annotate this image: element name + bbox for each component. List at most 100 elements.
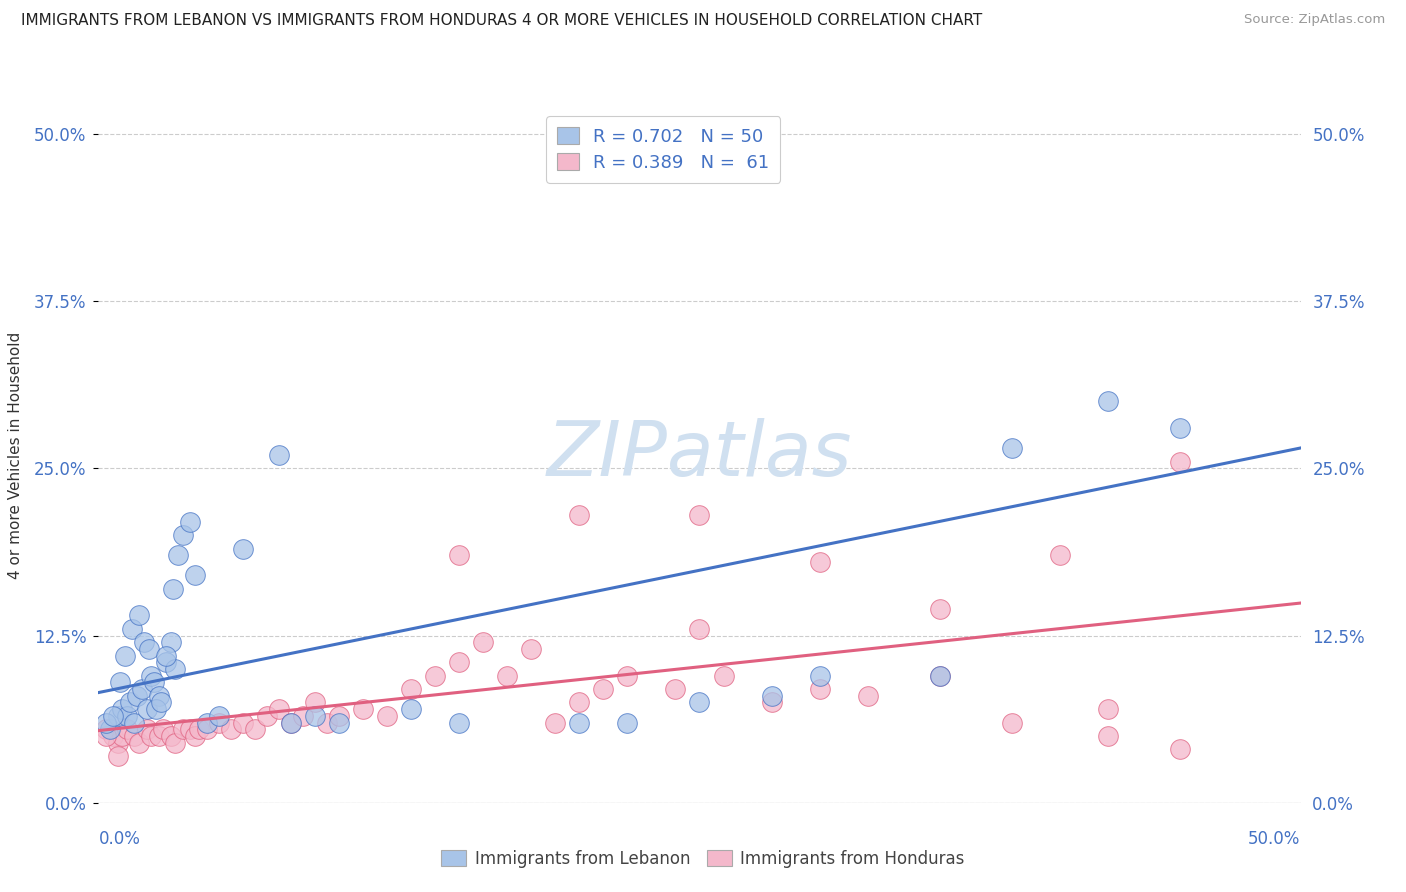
Point	[761, 696, 783, 710]
Point	[1170, 742, 1192, 756]
Point	[616, 669, 638, 683]
Point	[399, 681, 422, 696]
Point	[148, 729, 170, 743]
Point	[148, 689, 170, 703]
Point	[108, 675, 131, 690]
Point	[447, 655, 470, 669]
Point	[713, 669, 735, 683]
Point	[183, 729, 205, 743]
Point	[94, 715, 117, 730]
Point	[208, 708, 231, 723]
Point	[243, 723, 266, 737]
Point	[107, 749, 129, 764]
Point	[808, 555, 831, 569]
Point	[179, 723, 201, 737]
Point	[304, 696, 326, 710]
Point	[1170, 455, 1192, 469]
Point	[159, 729, 181, 743]
Point	[232, 541, 254, 556]
Point	[124, 715, 146, 730]
Point	[149, 696, 172, 710]
Point	[291, 708, 314, 723]
Point	[179, 515, 201, 529]
Point	[689, 622, 711, 636]
Point	[165, 735, 187, 749]
Point	[568, 696, 591, 710]
Point	[117, 708, 139, 723]
Point	[1001, 442, 1024, 456]
Point	[256, 708, 278, 723]
Point	[496, 669, 519, 683]
Point	[141, 729, 163, 743]
Point	[107, 708, 129, 723]
Point	[188, 723, 211, 737]
Point	[267, 702, 290, 716]
Point	[1001, 715, 1024, 730]
Point	[107, 735, 129, 749]
Point	[328, 708, 350, 723]
Point	[132, 635, 155, 649]
Point	[128, 735, 150, 749]
Point	[520, 642, 543, 657]
Point	[592, 681, 614, 696]
Point	[219, 723, 242, 737]
Text: ZIPatlas: ZIPatlas	[547, 418, 852, 491]
Point	[94, 723, 117, 737]
Point	[114, 648, 136, 663]
Point	[352, 702, 374, 716]
Point	[1097, 394, 1119, 409]
Point	[172, 528, 194, 542]
Point	[689, 696, 711, 710]
Point	[232, 715, 254, 730]
Point	[141, 669, 163, 683]
Point	[267, 448, 290, 462]
Point	[208, 715, 231, 730]
Point	[1049, 548, 1071, 563]
Point	[172, 723, 194, 737]
Point	[131, 681, 153, 696]
Point	[664, 681, 686, 696]
Point	[375, 708, 398, 723]
Point	[155, 648, 177, 663]
Point	[152, 723, 174, 737]
Point	[568, 508, 591, 523]
Point	[183, 568, 205, 582]
Point	[159, 635, 181, 649]
Point	[195, 715, 218, 730]
Point	[616, 715, 638, 730]
Text: 0.0%: 0.0%	[98, 830, 141, 847]
Point	[328, 715, 350, 730]
Point	[568, 715, 591, 730]
Point	[808, 669, 831, 683]
Point	[125, 689, 148, 703]
Point	[1097, 729, 1119, 743]
Point	[155, 655, 177, 669]
Point	[928, 669, 950, 683]
Y-axis label: 4 or more Vehicles in Household: 4 or more Vehicles in Household	[8, 331, 22, 579]
Text: Source: ZipAtlas.com: Source: ZipAtlas.com	[1244, 13, 1385, 27]
Point	[166, 548, 188, 563]
Point	[101, 729, 124, 743]
Point	[304, 708, 326, 723]
Point	[138, 642, 160, 657]
Point	[447, 715, 470, 730]
Point	[94, 729, 117, 743]
Point	[808, 681, 831, 696]
Point	[121, 622, 143, 636]
Text: IMMIGRANTS FROM LEBANON VS IMMIGRANTS FROM HONDURAS 4 OR MORE VEHICLES IN HOUSEH: IMMIGRANTS FROM LEBANON VS IMMIGRANTS FR…	[21, 13, 983, 29]
Point	[145, 702, 167, 716]
Point	[856, 689, 879, 703]
Point	[124, 729, 146, 743]
Legend: R = 0.702   N = 50, R = 0.389   N =  61: R = 0.702 N = 50, R = 0.389 N = 61	[547, 116, 780, 183]
Point	[111, 729, 134, 743]
Point	[100, 723, 122, 737]
Point	[101, 708, 124, 723]
Point	[1097, 702, 1119, 716]
Point	[761, 689, 783, 703]
Text: 50.0%: 50.0%	[1249, 830, 1301, 847]
Point	[447, 548, 470, 563]
Point	[689, 508, 711, 523]
Point	[165, 662, 187, 676]
Point	[315, 715, 337, 730]
Point	[280, 715, 302, 730]
